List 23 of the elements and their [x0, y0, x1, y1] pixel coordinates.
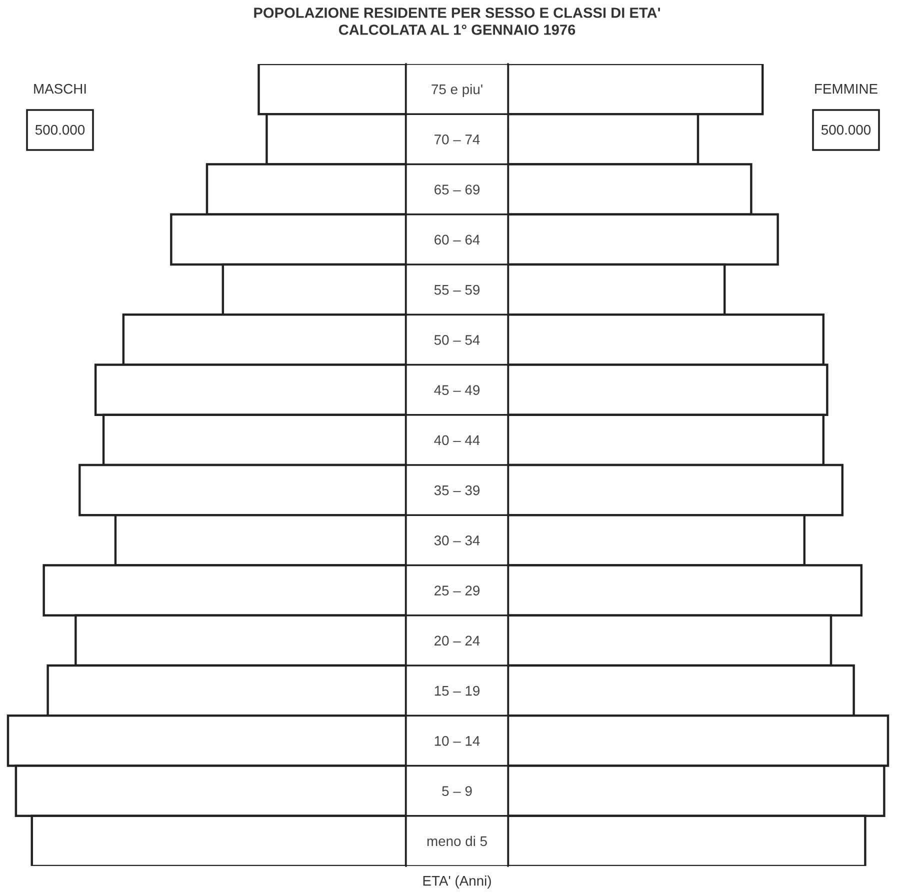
y-tick-label: 55 – 59: [434, 284, 480, 295]
y-tick-label: 70 – 74: [434, 134, 480, 144]
text: FEMMINE: [815, 84, 878, 94]
y-tick-label: 45 – 49: [434, 385, 480, 395]
annotation: 500.000: [821, 124, 871, 135]
y-tick-label: 20 – 24: [434, 636, 480, 646]
y-tick-label: 5 – 9: [442, 786, 472, 796]
y-tick-label: 10 – 14: [434, 736, 480, 746]
y-tick-label: 25 – 29: [434, 586, 480, 596]
text: CALCOLATA AL 1° GENNAIO 1976: [338, 24, 576, 35]
y-tick-label: 30 – 34: [434, 536, 480, 546]
y-tick-label: 60 – 64: [434, 234, 480, 245]
text: POPOLAZIONE RESIDENTE PER SESSO E CLASSI DI ETA': [254, 8, 660, 18]
y-tick-label: 65 – 69: [434, 184, 480, 194]
y-tick-label: 40 – 44: [434, 435, 480, 446]
y-tick-label: 50 – 54: [434, 335, 480, 345]
x-axis-title: ETA' (Anni): [423, 876, 491, 888]
text: MASCHI: [34, 84, 86, 94]
y-tick-label: 35 – 39: [434, 485, 480, 496]
y-tick-label: 15 – 19: [434, 686, 480, 696]
annotation: 500.000: [35, 124, 85, 135]
y-tick-label: 75 e piu': [432, 84, 482, 97]
y-tick-label: meno di 5: [427, 836, 487, 846]
